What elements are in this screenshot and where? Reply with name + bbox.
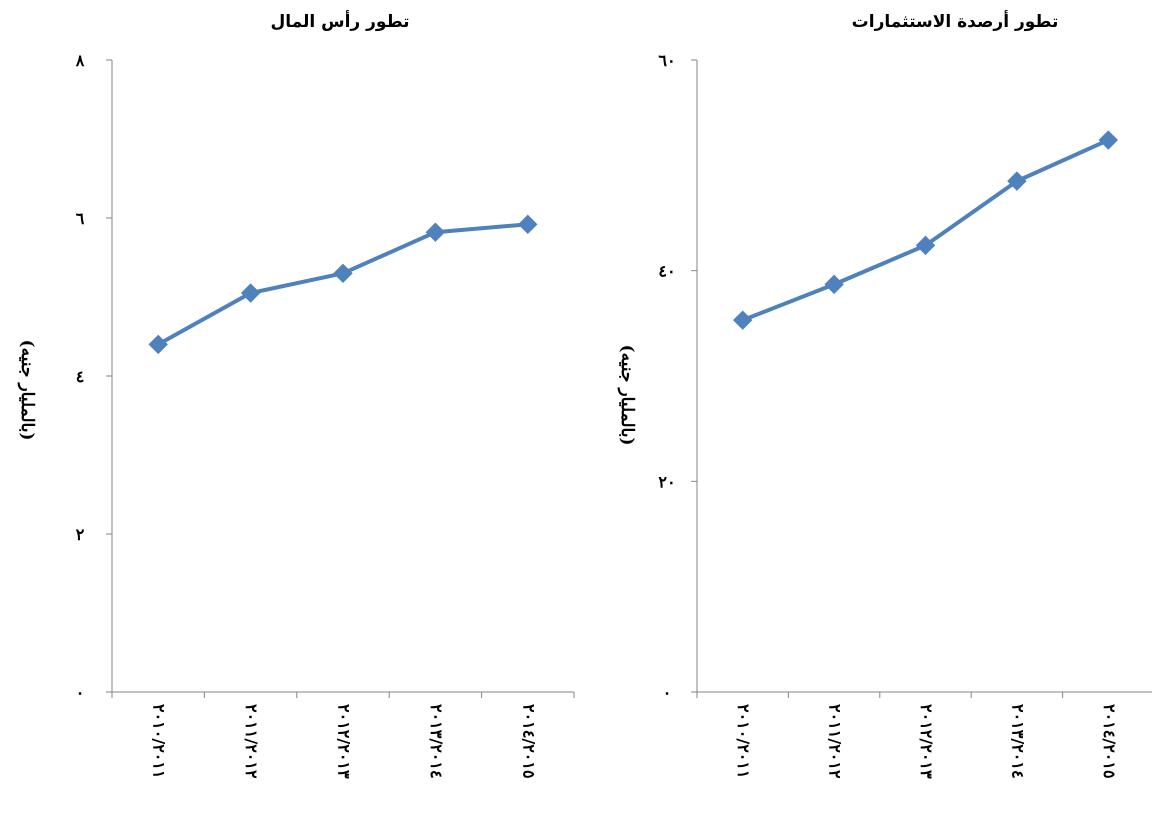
investments-x-tick-label: ٢٠١٤/٢٠١٥ <box>1100 704 1119 779</box>
capital-data-point <box>333 263 353 284</box>
capital-y-tick-label: ٨ <box>75 51 85 70</box>
investments-data-point <box>824 274 844 295</box>
investments-chart: تطور أرصدة الاستثمارات (بالمليار جنيه) ٠ ٢٠… <box>617 10 1152 779</box>
investments-title: تطور أرصدة الاستثمارات <box>852 10 1059 32</box>
investments-data-point <box>1007 171 1027 191</box>
capital-chart: تطور رأس المال (بالمليار جنيه) ٠ ٢ ٤ ٦ ٨ ٢٠١٠/٢… <box>17 10 575 779</box>
investments-y-tick-label: ٠ <box>663 683 672 702</box>
capital-data-point <box>425 222 446 242</box>
capital-data-point <box>240 283 261 303</box>
investments-data-point <box>1098 130 1119 150</box>
investments-y-tick-label: ٤٠ <box>658 262 675 281</box>
investments-data-point <box>732 310 753 330</box>
capital-title: تطور رأس المال <box>270 10 409 32</box>
investments-series-line <box>741 138 1110 323</box>
capital-series-line <box>157 222 528 347</box>
investments-x-tick-label: ٢٠١٢/٢٠١٣ <box>917 704 936 779</box>
capital-y-tick-label: ٢ <box>76 525 85 544</box>
capital-y-tick-label: ٦ <box>76 209 85 228</box>
capital-y-tick-label: ٤ <box>76 367 85 386</box>
investments-y-tick-label: ٢٠ <box>658 472 675 491</box>
capital-x-tick-label: ٢٠١٠/٢٠١١ <box>150 704 169 779</box>
capital-data-point <box>148 334 168 355</box>
investments-x-tick-label: ٢٠١٠/٢٠١١ <box>734 704 753 779</box>
investments-y-axis-label: (بالمليار جنيه) <box>617 345 637 446</box>
capital-y-tick-label: ٠ <box>76 683 85 702</box>
capital-x-tick-label: ٢٠١١/٢٠١٢ <box>242 704 261 779</box>
investments-x-tick-label: ٢٠١١/٢٠١٢ <box>826 704 845 779</box>
investments-data-point <box>915 235 936 256</box>
capital-x-tick-label: ٢٠١٢/٢٠١٣ <box>335 704 354 779</box>
capital-x-tick-label: ٢٠١٣/٢٠١٤ <box>427 704 446 779</box>
capital-x-tick-label: ٢٠١٤/٢٠١٥ <box>519 704 538 779</box>
capital-data-point <box>518 214 538 235</box>
investments-y-tick-label: ٦٠ <box>658 51 675 70</box>
investments-x-tick-label: ٢٠١٣/٢٠١٤ <box>1008 704 1027 779</box>
capital-y-axis-label: (بالمليار جنيه) <box>17 340 37 441</box>
